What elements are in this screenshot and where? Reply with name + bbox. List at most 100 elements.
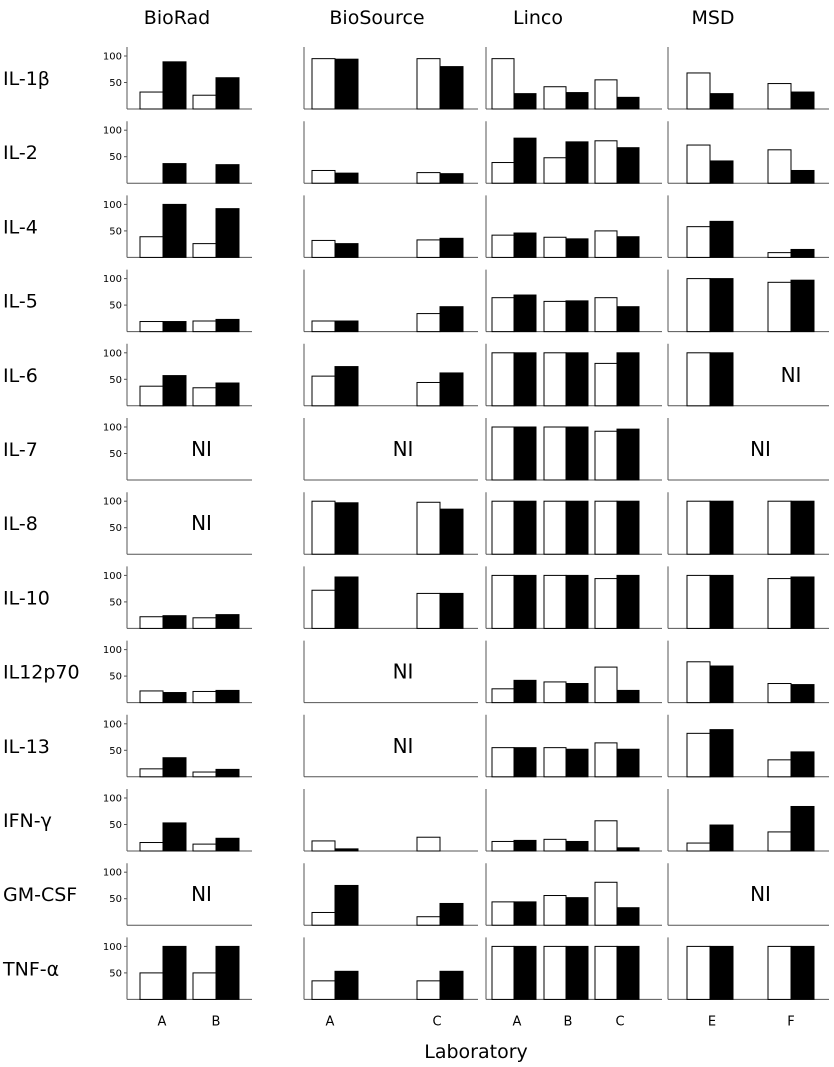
bar-filled	[334, 502, 359, 555]
y-tick-label: 50	[109, 820, 122, 831]
bar-filled	[565, 748, 589, 778]
not-included-label: NI	[191, 437, 212, 461]
bar-open	[139, 91, 164, 110]
bar-open	[311, 840, 336, 852]
bar-open	[311, 589, 336, 629]
bar-open	[491, 58, 515, 110]
x-tick-label: C	[432, 1014, 441, 1029]
bar-filled	[616, 352, 640, 407]
bar-filled	[334, 970, 359, 1000]
bar-filled	[334, 58, 359, 110]
x-tick-label: A	[158, 1014, 167, 1029]
y-tick-label: 50	[109, 968, 122, 979]
bar-open	[192, 387, 217, 407]
bar-open	[491, 945, 515, 1000]
bar-open	[767, 578, 792, 629]
bar-filled	[565, 141, 589, 184]
bar-open	[311, 58, 336, 110]
not-included-label: NI	[191, 511, 212, 535]
bar-open	[311, 375, 336, 407]
x-tick-label: A	[513, 1014, 522, 1029]
bar-filled	[513, 232, 537, 258]
bar-open	[594, 945, 618, 1000]
bar-filled	[513, 679, 537, 704]
bar-open	[192, 94, 217, 110]
bar-open	[594, 79, 618, 110]
bar-open	[139, 321, 164, 333]
bar-filled	[215, 689, 240, 704]
bar-open	[543, 945, 567, 1000]
bar-filled	[162, 822, 187, 852]
bar-open	[543, 500, 567, 555]
bar-open	[311, 911, 336, 926]
bar-open	[139, 768, 164, 778]
bar-filled	[565, 500, 589, 555]
bar-open	[543, 300, 567, 333]
bar-filled	[439, 592, 464, 629]
bar-filled	[439, 173, 464, 184]
bar-filled	[616, 907, 640, 926]
bar-open	[594, 500, 618, 555]
bar-open	[416, 836, 441, 852]
bar-filled	[162, 163, 187, 184]
y-tick-label: 100	[103, 274, 122, 285]
bar-open	[139, 385, 164, 407]
bar-filled	[439, 902, 464, 926]
bar-open	[686, 945, 711, 1000]
x-tick-label: A	[326, 1014, 335, 1029]
bar-filled	[709, 665, 734, 704]
bar-filled	[162, 321, 187, 333]
bar-filled	[513, 93, 537, 110]
bar-filled	[513, 426, 537, 481]
bar-filled	[565, 840, 589, 852]
row-label: IL-5	[3, 291, 38, 313]
y-tick-label: 100	[103, 942, 122, 953]
bar-open	[491, 500, 515, 555]
bar-open	[416, 313, 441, 333]
bar-filled	[616, 306, 640, 333]
y-tick-label: 50	[109, 746, 122, 757]
row-label: IFN-γ	[3, 810, 52, 832]
bar-open	[139, 972, 164, 1000]
bar-filled	[616, 428, 640, 481]
bar-open	[311, 169, 336, 184]
bar-open	[767, 149, 792, 184]
bar-filled	[215, 945, 240, 1000]
y-tick-label: 50	[109, 78, 122, 89]
bar-filled	[709, 160, 734, 184]
bar-open	[491, 747, 515, 778]
bar-filled	[215, 768, 240, 778]
bar-open	[491, 234, 515, 258]
y-tick-label: 50	[109, 449, 122, 460]
bar-open	[139, 842, 164, 852]
bar-open	[311, 980, 336, 1000]
bar-open	[686, 661, 711, 704]
bar-filled	[334, 366, 359, 407]
bar-filled	[790, 248, 815, 258]
bar-filled	[215, 837, 240, 852]
bar-filled	[790, 576, 815, 629]
bar-open	[543, 838, 567, 852]
bar-filled	[215, 382, 240, 407]
bar-filled	[565, 92, 589, 110]
bar-filled	[162, 375, 187, 407]
bar-filled	[709, 220, 734, 258]
bar-open	[543, 895, 567, 926]
bar-open	[594, 230, 618, 258]
y-tick-label: 100	[103, 719, 122, 730]
bar-filled	[215, 77, 240, 110]
bar-filled	[616, 945, 640, 1000]
bar-open	[416, 592, 441, 629]
bar-open	[192, 243, 217, 258]
bar-open	[192, 617, 217, 629]
y-tick-label: 100	[103, 200, 122, 211]
bar-open	[491, 162, 515, 184]
bar-filled	[616, 574, 640, 629]
bar-filled	[616, 847, 640, 852]
bar-filled	[616, 96, 640, 110]
bar-filled	[513, 500, 537, 555]
bar-open	[686, 226, 711, 258]
bar-open	[594, 881, 618, 926]
bar-open	[311, 500, 336, 555]
